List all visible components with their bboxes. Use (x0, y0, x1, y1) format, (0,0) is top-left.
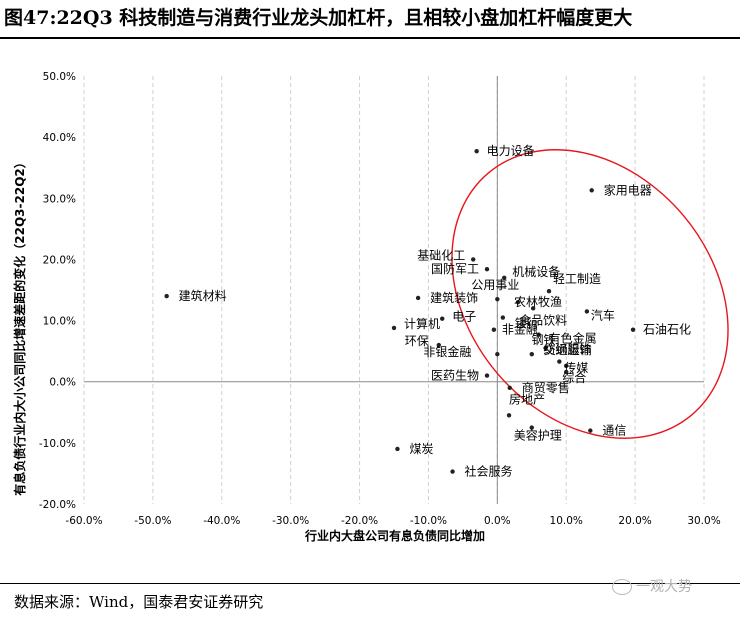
point-label: 农林牧渔 (514, 295, 562, 309)
figure-title: 图47:22Q3 科技制造与消费行业龙头加杠杆，且相较小盘加杠杆幅度更大 (4, 7, 633, 29)
point-label: 计算机 (404, 316, 440, 331)
scatter-point (630, 327, 636, 332)
y-axis-label: 有息负债行业内大小公司同比增速差距的变化（22Q3-22Q2） (12, 156, 27, 495)
point-label: 石油石化 (643, 323, 691, 337)
x-tick-label: 10.0% (550, 515, 583, 527)
scatter-point (546, 289, 552, 294)
point-label: 环保 (405, 334, 429, 348)
wechat-icon (612, 579, 632, 595)
scatter-point (484, 373, 490, 378)
highlight-ellipse (451, 149, 729, 439)
watermark: 一观大势 (612, 576, 692, 596)
scatter-point (529, 425, 534, 430)
point-label: 医药生物 (431, 369, 479, 383)
scatter-point (164, 293, 169, 299)
scatter-point (395, 446, 400, 452)
x-tick-label: 0.0% (484, 515, 511, 527)
point-label: 商贸零售 (522, 380, 570, 395)
point-label: 电力设备 (487, 144, 535, 158)
x-axis-ticks: -60.0% -50.0% -40.0% -30.0% -20.0% -10.0% 0.0%… (65, 515, 720, 527)
scatter-point (471, 257, 476, 262)
scatter-point (440, 316, 445, 321)
scatter-point (495, 352, 500, 357)
scatter-point (564, 369, 569, 375)
y-tick-label: 20.0% (43, 254, 76, 266)
x-tick-label: -30.0% (272, 515, 309, 527)
scatter-chart: -60.0% -50.0% -40.0% -30.0% -20.0% -10.0% 0.0%… (12, 71, 729, 543)
scatter-point (530, 306, 536, 311)
y-tick-label: 30.0% (43, 193, 76, 205)
x-tick-label: 20.0% (618, 515, 651, 527)
scatter-point (474, 149, 479, 154)
point-label: 汽车 (591, 307, 615, 322)
x-axis-label: 行业内大盘公司有息负债同比增加 (304, 528, 485, 543)
scatter-point (589, 188, 594, 193)
x-tick-label: -20.0% (341, 515, 378, 527)
scatter-point (500, 315, 506, 320)
y-tick-label: 0.0% (49, 377, 76, 389)
scatter-point (495, 296, 500, 302)
scatter-point (507, 385, 512, 391)
x-tick-label: -40.0% (203, 515, 240, 527)
point-label: 煤炭 (409, 442, 433, 456)
point-label: 食品饮料 (519, 312, 567, 327)
point-label: 纺织服饰 (543, 343, 591, 357)
point-label: 传媒 (564, 360, 588, 375)
watermark-text: 一观大势 (636, 579, 692, 595)
point-label: 非银金融 (423, 344, 471, 359)
scatter-point (515, 300, 521, 305)
scatter-point (564, 363, 569, 369)
scatter-point (415, 295, 421, 301)
point-label: 轻工制造 (553, 272, 601, 286)
scatter-point (506, 413, 512, 418)
point-label: 交通运输 (544, 342, 592, 357)
point-label: 房地产 (509, 391, 545, 406)
point-label: 机械设备 (512, 264, 560, 279)
point-label: 银行 (515, 317, 539, 331)
point-label: 非金融 (502, 322, 538, 337)
x-tick-label: -10.0% (410, 515, 447, 527)
x-tick-label: 30.0% (687, 515, 720, 527)
gridlines (83, 76, 705, 504)
y-tick-label: -20.0% (39, 499, 76, 511)
scatter-point (557, 359, 562, 364)
scatter-point (584, 309, 590, 314)
point-label: 建筑装饰 (430, 290, 478, 305)
point-label: 基础化工 (417, 248, 465, 262)
point-label: 公用事业 (471, 278, 519, 292)
scatter-point (543, 345, 548, 351)
scatter-point (536, 332, 541, 337)
point-label: 家用电器 (604, 182, 652, 197)
y-tick-label: -10.0% (39, 438, 76, 450)
title-rule (0, 37, 740, 39)
point-label: 建筑材料 (179, 288, 227, 303)
scatter-point (491, 327, 497, 332)
y-tick-label: 10.0% (43, 316, 76, 328)
scatter-point (436, 342, 441, 348)
source-rule (0, 583, 740, 584)
x-tick-label: -60.0% (65, 515, 102, 527)
point-label: 美容护理 (514, 428, 562, 443)
point-label: 钢铁 (532, 333, 556, 347)
point-label: 综合 (562, 370, 586, 385)
point-label: 国防军工 (431, 261, 479, 276)
scatter-point (529, 352, 534, 357)
scatter-point (588, 428, 593, 433)
y-axis-ticks: 50.0% 40.0% 30.0% 20.0% 10.0% 0.0% -10.0% -20.0… (39, 71, 76, 511)
y-tick-label: 40.0% (43, 132, 76, 144)
scatter-point (502, 275, 507, 280)
point-label: 电子 (452, 310, 476, 324)
x-tick-label: -50.0% (134, 515, 171, 527)
point-label: 通信 (602, 424, 626, 438)
scatter-point (450, 469, 455, 474)
scatter-point (484, 267, 490, 272)
point-label: 社会服务 (465, 464, 513, 479)
source-note: 数据来源：Wind，国泰君安证券研究 (14, 593, 264, 611)
point-label: 有色金属 (549, 331, 597, 346)
scatter-point (391, 325, 397, 331)
y-tick-label: 50.0% (43, 71, 76, 83)
